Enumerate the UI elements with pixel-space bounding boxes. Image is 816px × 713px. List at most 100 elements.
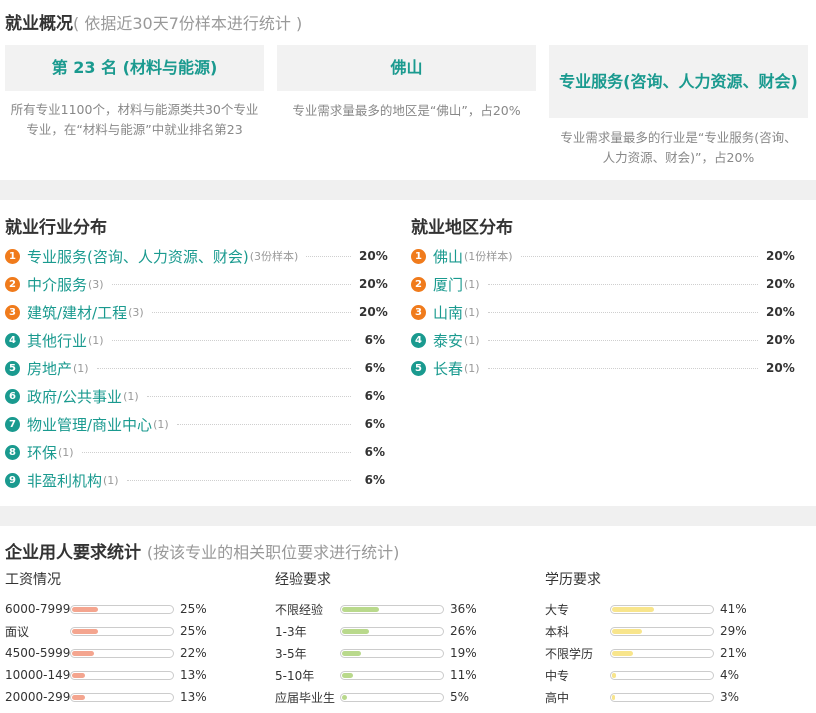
dotted-leader: [146, 395, 351, 397]
list-item-percent: 20%: [359, 249, 388, 263]
requirement-percent: 25%: [180, 602, 207, 616]
progress-fill: [72, 672, 86, 678]
list-item[interactable]: 5 房地产 (1) 6%: [5, 358, 385, 378]
list-item-percent: 20%: [766, 305, 795, 319]
list-item-count: (1): [58, 445, 74, 459]
progress-fill: [72, 650, 95, 656]
rank-badge: 4: [411, 332, 426, 348]
dotted-leader: [487, 311, 758, 313]
list-item-name[interactable]: 泰安: [433, 331, 464, 350]
requirement-row: 应届毕业生 5%: [275, 686, 477, 708]
list-item-name[interactable]: 政府/公共事业: [27, 387, 123, 406]
list-item-count: (1): [153, 417, 169, 431]
progress-bar: [610, 692, 714, 702]
requirement-percent: 26%: [450, 624, 477, 638]
progress-fill: [72, 694, 86, 700]
list-item-count: (3): [128, 305, 144, 319]
industry-card: 专业服务(咨询、人力资源、财会): [549, 45, 808, 118]
industry-list: 1 专业服务(咨询、人力资源、财会) (3份样本) 20% 2 中介服务 (3) 20% 3 建筑…: [5, 246, 388, 496]
progress-fill: [72, 606, 98, 612]
industry-card-desc: 专业需求量最多的行业是“专业服务(咨询、人力资源、财会)”，占20%: [560, 130, 797, 165]
requirement-percent: 25%: [180, 624, 207, 638]
dotted-leader: [111, 339, 351, 341]
salary-title: 工资情况: [5, 572, 61, 588]
list-item[interactable]: 2 中介服务 (3) 20%: [5, 274, 388, 294]
requirement-percent: 36%: [450, 602, 477, 616]
requirement-label: 高中: [545, 690, 570, 705]
requirement-row: 6000-7999 25%: [5, 598, 207, 620]
list-item-count: (1): [464, 361, 480, 375]
list-item-name[interactable]: 房地产: [27, 359, 73, 378]
list-item-name[interactable]: 环保: [27, 443, 58, 462]
list-item-name[interactable]: 长春: [433, 359, 464, 378]
list-item-percent: 6%: [364, 361, 385, 375]
progress-fill: [342, 650, 362, 656]
list-item-name[interactable]: 建筑/建材/工程: [27, 303, 128, 322]
requirement-label: 大专: [545, 602, 570, 617]
rank-badge: 8: [5, 444, 20, 460]
requirement-label: 应届毕业生: [275, 690, 336, 705]
progress-fill: [612, 694, 616, 700]
list-item-percent: 6%: [364, 389, 385, 403]
dotted-leader: [151, 311, 351, 313]
region-card-label: 佛山: [390, 58, 423, 77]
progress-bar: [70, 626, 174, 636]
progress-bar: [610, 670, 714, 680]
rank-card-desc: 所有专业1100个，材料与能源类共30个专业专业，在“材料与能源”中就业排名第2…: [10, 102, 259, 137]
list-item[interactable]: 4 其他行业 (1) 6%: [5, 330, 385, 350]
list-item-name[interactable]: 山南: [433, 303, 464, 322]
list-item[interactable]: 6 政府/公共事业 (1) 6%: [5, 386, 385, 406]
requirement-row: 3-5年 19%: [275, 642, 477, 664]
requirement-percent: 5%: [450, 690, 470, 704]
list-item[interactable]: 4 泰安 (1) 20%: [411, 330, 795, 350]
list-item-count: (1): [103, 473, 119, 487]
progress-fill: [612, 650, 634, 656]
requirement-percent: 4%: [720, 668, 740, 682]
progress-bar: [70, 692, 174, 702]
list-item-name[interactable]: 厦门: [433, 275, 464, 294]
list-item-name[interactable]: 其他行业: [27, 331, 88, 350]
list-item-count: (1): [123, 389, 139, 403]
rank-badge: 5: [5, 360, 20, 376]
rank-badge: 7: [5, 416, 20, 432]
list-item[interactable]: 3 建筑/建材/工程 (3) 20%: [5, 302, 388, 322]
requirement-label: 6000-7999: [5, 602, 70, 616]
rank-badge: 2: [411, 276, 426, 292]
list-item-percent: 6%: [364, 445, 385, 459]
list-item-name[interactable]: 非盈利机构: [27, 471, 103, 490]
list-item-percent: 6%: [364, 473, 385, 487]
list-item-count: (1): [464, 305, 480, 319]
requirement-row: 1-3年 26%: [275, 620, 477, 642]
dotted-leader: [520, 255, 758, 257]
list-item[interactable]: 1 专业服务(咨询、人力资源、财会) (3份样本) 20%: [5, 246, 388, 266]
list-item[interactable]: 2 厦门 (1) 20%: [411, 274, 795, 294]
requirement-row: 不限学历 21%: [545, 642, 747, 664]
requirement-percent: 19%: [450, 646, 477, 660]
progress-bar: [340, 626, 444, 636]
region-list: 1 佛山 (1份样本) 20% 2 厦门 (1) 20% 3 山南 (1) 20% 4 泰安 (1) 20% 5…: [411, 246, 795, 386]
list-item-count: (1): [464, 333, 480, 347]
list-item-name[interactable]: 中介服务: [27, 275, 88, 294]
list-item[interactable]: 9 非盈利机构 (1) 6%: [5, 470, 385, 490]
list-item-percent: 6%: [364, 333, 385, 347]
requirement-percent: 11%: [450, 668, 477, 682]
progress-bar: [70, 670, 174, 680]
rank-badge: 4: [5, 332, 20, 348]
list-item[interactable]: 3 山南 (1) 20%: [411, 302, 795, 322]
requirement-label: 10000-14999: [5, 668, 70, 682]
list-item[interactable]: 5 长春 (1) 20%: [411, 358, 795, 378]
list-item-name[interactable]: 专业服务(咨询、人力资源、财会): [27, 247, 249, 266]
list-item[interactable]: 8 环保 (1) 6%: [5, 442, 385, 462]
list-item-name[interactable]: 佛山: [433, 247, 464, 266]
list-item-name[interactable]: 物业管理/商业中心: [27, 415, 153, 434]
salary-column: 工资情况 6000-7999 25% 面议 25% 4500-5999 22% 10000-…: [5, 570, 207, 708]
list-item-count: (1): [73, 361, 89, 375]
progress-bar: [610, 626, 714, 636]
progress-fill: [342, 694, 348, 700]
list-item-percent: 20%: [766, 361, 795, 375]
progress-bar: [610, 604, 714, 614]
list-item[interactable]: 7 物业管理/商业中心 (1) 6%: [5, 414, 385, 434]
progress-bar: [340, 670, 444, 680]
list-item[interactable]: 1 佛山 (1份样本) 20%: [411, 246, 795, 266]
progress-fill: [612, 628, 642, 634]
